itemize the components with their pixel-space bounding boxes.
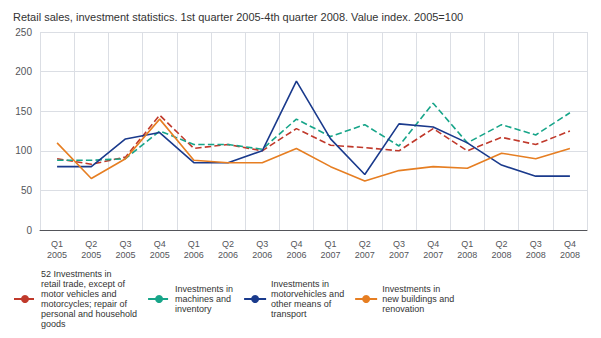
svg-text:2007: 2007 xyxy=(321,250,341,260)
svg-text:100: 100 xyxy=(15,145,32,156)
svg-text:inventory: inventory xyxy=(175,304,212,314)
svg-text:Q2: Q2 xyxy=(222,239,234,249)
svg-text:2005: 2005 xyxy=(81,250,101,260)
svg-text:Q1: Q1 xyxy=(51,239,63,249)
svg-text:200: 200 xyxy=(15,66,32,77)
svg-text:Q4: Q4 xyxy=(564,239,576,249)
svg-text:Investments in: Investments in xyxy=(382,284,440,294)
svg-text:2007: 2007 xyxy=(389,250,409,260)
svg-text:150: 150 xyxy=(15,106,32,117)
svg-text:Q4: Q4 xyxy=(427,239,439,249)
svg-text:Q2: Q2 xyxy=(496,239,508,249)
svg-text:Q3: Q3 xyxy=(393,239,405,249)
svg-text:motor vehicles and: motor vehicles and xyxy=(41,289,117,299)
svg-text:2007: 2007 xyxy=(355,250,375,260)
svg-text:2006: 2006 xyxy=(184,250,204,260)
svg-text:2008: 2008 xyxy=(560,250,580,260)
svg-text:250: 250 xyxy=(15,27,32,38)
svg-text:2007: 2007 xyxy=(423,250,443,260)
svg-text:52 Investments in: 52 Investments in xyxy=(41,269,112,279)
svg-text:transport: transport xyxy=(271,309,307,319)
svg-text:Q1: Q1 xyxy=(188,239,200,249)
svg-text:2006: 2006 xyxy=(252,250,272,260)
svg-text:50: 50 xyxy=(21,185,33,196)
svg-text:Q4: Q4 xyxy=(154,239,166,249)
svg-text:2008: 2008 xyxy=(526,250,546,260)
svg-text:motorvehicles and: motorvehicles and xyxy=(271,289,344,299)
svg-text:new buildings and: new buildings and xyxy=(382,294,454,304)
svg-text:machines and: machines and xyxy=(175,294,231,304)
svg-text:Q3: Q3 xyxy=(530,239,542,249)
svg-text:Q3: Q3 xyxy=(256,239,268,249)
svg-text:Q1: Q1 xyxy=(461,239,473,249)
svg-text:other means of: other means of xyxy=(271,299,332,309)
svg-text:goods: goods xyxy=(41,319,66,329)
svg-text:Q2: Q2 xyxy=(85,239,97,249)
svg-text:Q4: Q4 xyxy=(290,239,302,249)
svg-text:2005: 2005 xyxy=(115,250,135,260)
svg-text:Q1: Q1 xyxy=(325,239,337,249)
svg-text:Retail sales, investment stati: Retail sales, investment statistics. 1st… xyxy=(13,11,463,23)
svg-text:2008: 2008 xyxy=(457,250,477,260)
svg-text:Investments in: Investments in xyxy=(175,284,233,294)
svg-text:2005: 2005 xyxy=(150,250,170,260)
svg-text:2006: 2006 xyxy=(218,250,238,260)
svg-text:motorcycles; repair of: motorcycles; repair of xyxy=(41,299,128,309)
svg-text:0: 0 xyxy=(26,225,32,236)
svg-text:2005: 2005 xyxy=(47,250,67,260)
svg-text:Q3: Q3 xyxy=(119,239,131,249)
svg-text:renovation: renovation xyxy=(382,304,424,314)
svg-text:Investments in: Investments in xyxy=(271,279,329,289)
svg-text:2008: 2008 xyxy=(492,250,512,260)
svg-text:2006: 2006 xyxy=(286,250,306,260)
svg-text:personal and household: personal and household xyxy=(41,309,137,319)
svg-text:retail trade, except of: retail trade, except of xyxy=(41,279,126,289)
svg-text:Q2: Q2 xyxy=(359,239,371,249)
